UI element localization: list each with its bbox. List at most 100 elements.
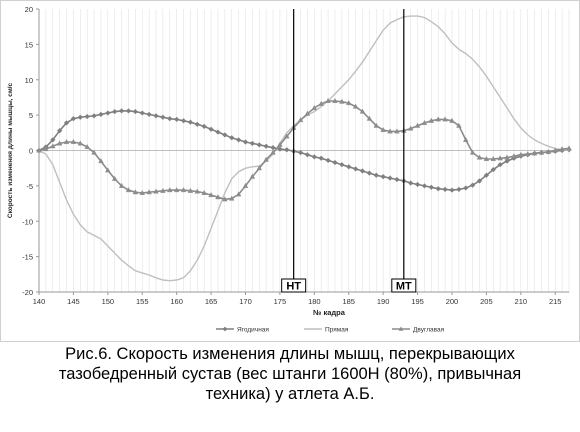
data-point — [380, 126, 386, 132]
data-point — [146, 189, 152, 195]
y-tick-label: -15 — [22, 253, 33, 262]
legend-label: Прямая — [325, 327, 349, 334]
data-point — [63, 138, 70, 145]
y-tick-label: 0 — [29, 147, 33, 156]
data-point — [428, 184, 435, 190]
data-point — [483, 155, 490, 161]
data-point — [456, 186, 462, 193]
data-point — [511, 153, 517, 159]
data-point — [538, 149, 545, 155]
data-point — [263, 143, 269, 149]
data-point — [180, 187, 187, 193]
data-point — [407, 125, 414, 131]
data-point — [84, 113, 90, 120]
data-point — [36, 147, 42, 153]
data-point — [339, 98, 345, 104]
data-point — [559, 146, 565, 152]
marker-label: НТ — [286, 281, 301, 293]
data-point — [187, 119, 194, 125]
data-point — [111, 175, 118, 181]
data-point — [249, 140, 256, 147]
data-point — [256, 165, 262, 171]
x-tick-label: 140 — [33, 297, 46, 306]
x-axis-title: № кадра — [313, 308, 346, 317]
data-point — [421, 183, 428, 189]
data-point — [118, 108, 125, 114]
x-tick-label: 155 — [136, 297, 149, 306]
y-tick-label: 5 — [29, 111, 33, 120]
data-point — [56, 128, 63, 134]
data-point — [242, 182, 249, 188]
data-point — [297, 149, 304, 156]
data-point — [380, 173, 386, 180]
data-point — [208, 192, 214, 198]
series-2 — [36, 97, 572, 202]
data-point — [146, 111, 152, 118]
data-point — [167, 187, 173, 193]
data-point — [132, 108, 139, 115]
data-point — [524, 151, 531, 157]
data-point — [332, 97, 338, 103]
data-point — [256, 142, 262, 148]
data-point — [483, 172, 490, 178]
data-point — [469, 149, 476, 155]
data-point — [373, 122, 380, 128]
data-point — [139, 110, 145, 116]
data-point — [50, 137, 56, 143]
x-tick-label: 205 — [480, 297, 493, 306]
y-tick-label: -5 — [26, 182, 33, 191]
data-point — [545, 148, 552, 154]
legend-marker — [222, 326, 228, 332]
data-point — [552, 147, 558, 153]
data-point — [91, 113, 97, 119]
data-point — [284, 147, 290, 153]
data-point — [229, 135, 235, 141]
data-point — [215, 194, 221, 200]
data-point — [153, 188, 159, 194]
line-chart: -20 -15 -10 -5 0 5 10 15 20 140 145 150 155 160 165 170… — [7, 5, 572, 334]
data-point — [421, 119, 428, 125]
data-point — [160, 187, 166, 193]
data-point — [504, 158, 510, 164]
x-tick-label: 190 — [377, 297, 390, 306]
legend: Ягодичная Прямая Двуглавая — [216, 326, 445, 334]
data-point — [84, 143, 90, 149]
data-point — [476, 154, 483, 160]
data-point — [332, 159, 338, 166]
legend-label: Ягодичная — [237, 327, 269, 334]
marker-label: МТ — [396, 281, 412, 293]
data-point — [235, 137, 242, 143]
x-tick-label: 185 — [342, 297, 355, 306]
data-point — [463, 136, 469, 142]
y-tick-label: 10 — [25, 76, 33, 85]
data-point — [105, 167, 111, 173]
data-point — [304, 110, 311, 116]
data-point — [325, 157, 331, 164]
data-point — [139, 189, 145, 195]
marker-box — [281, 278, 307, 293]
x-tick-label: 180 — [308, 297, 321, 306]
data-point — [187, 187, 194, 193]
x-tick-label: 150 — [102, 297, 115, 306]
data-point — [325, 97, 331, 103]
data-point — [105, 110, 111, 116]
data-point — [435, 116, 441, 122]
data-point — [222, 132, 228, 138]
data-point — [98, 111, 104, 118]
data-point — [125, 187, 132, 193]
data-point — [469, 182, 476, 188]
series-1 — [38, 15, 570, 282]
data-point — [222, 196, 228, 202]
data-point — [50, 143, 56, 149]
data-point — [56, 140, 63, 146]
data-point — [235, 191, 242, 197]
data-point — [173, 187, 180, 193]
data-point — [311, 105, 318, 111]
data-point — [518, 151, 524, 157]
data-point — [497, 155, 503, 161]
data-point — [566, 145, 572, 151]
data-point — [531, 150, 538, 156]
data-point — [394, 128, 400, 134]
y-tick-label: 20 — [25, 5, 33, 14]
data-point — [201, 123, 207, 130]
